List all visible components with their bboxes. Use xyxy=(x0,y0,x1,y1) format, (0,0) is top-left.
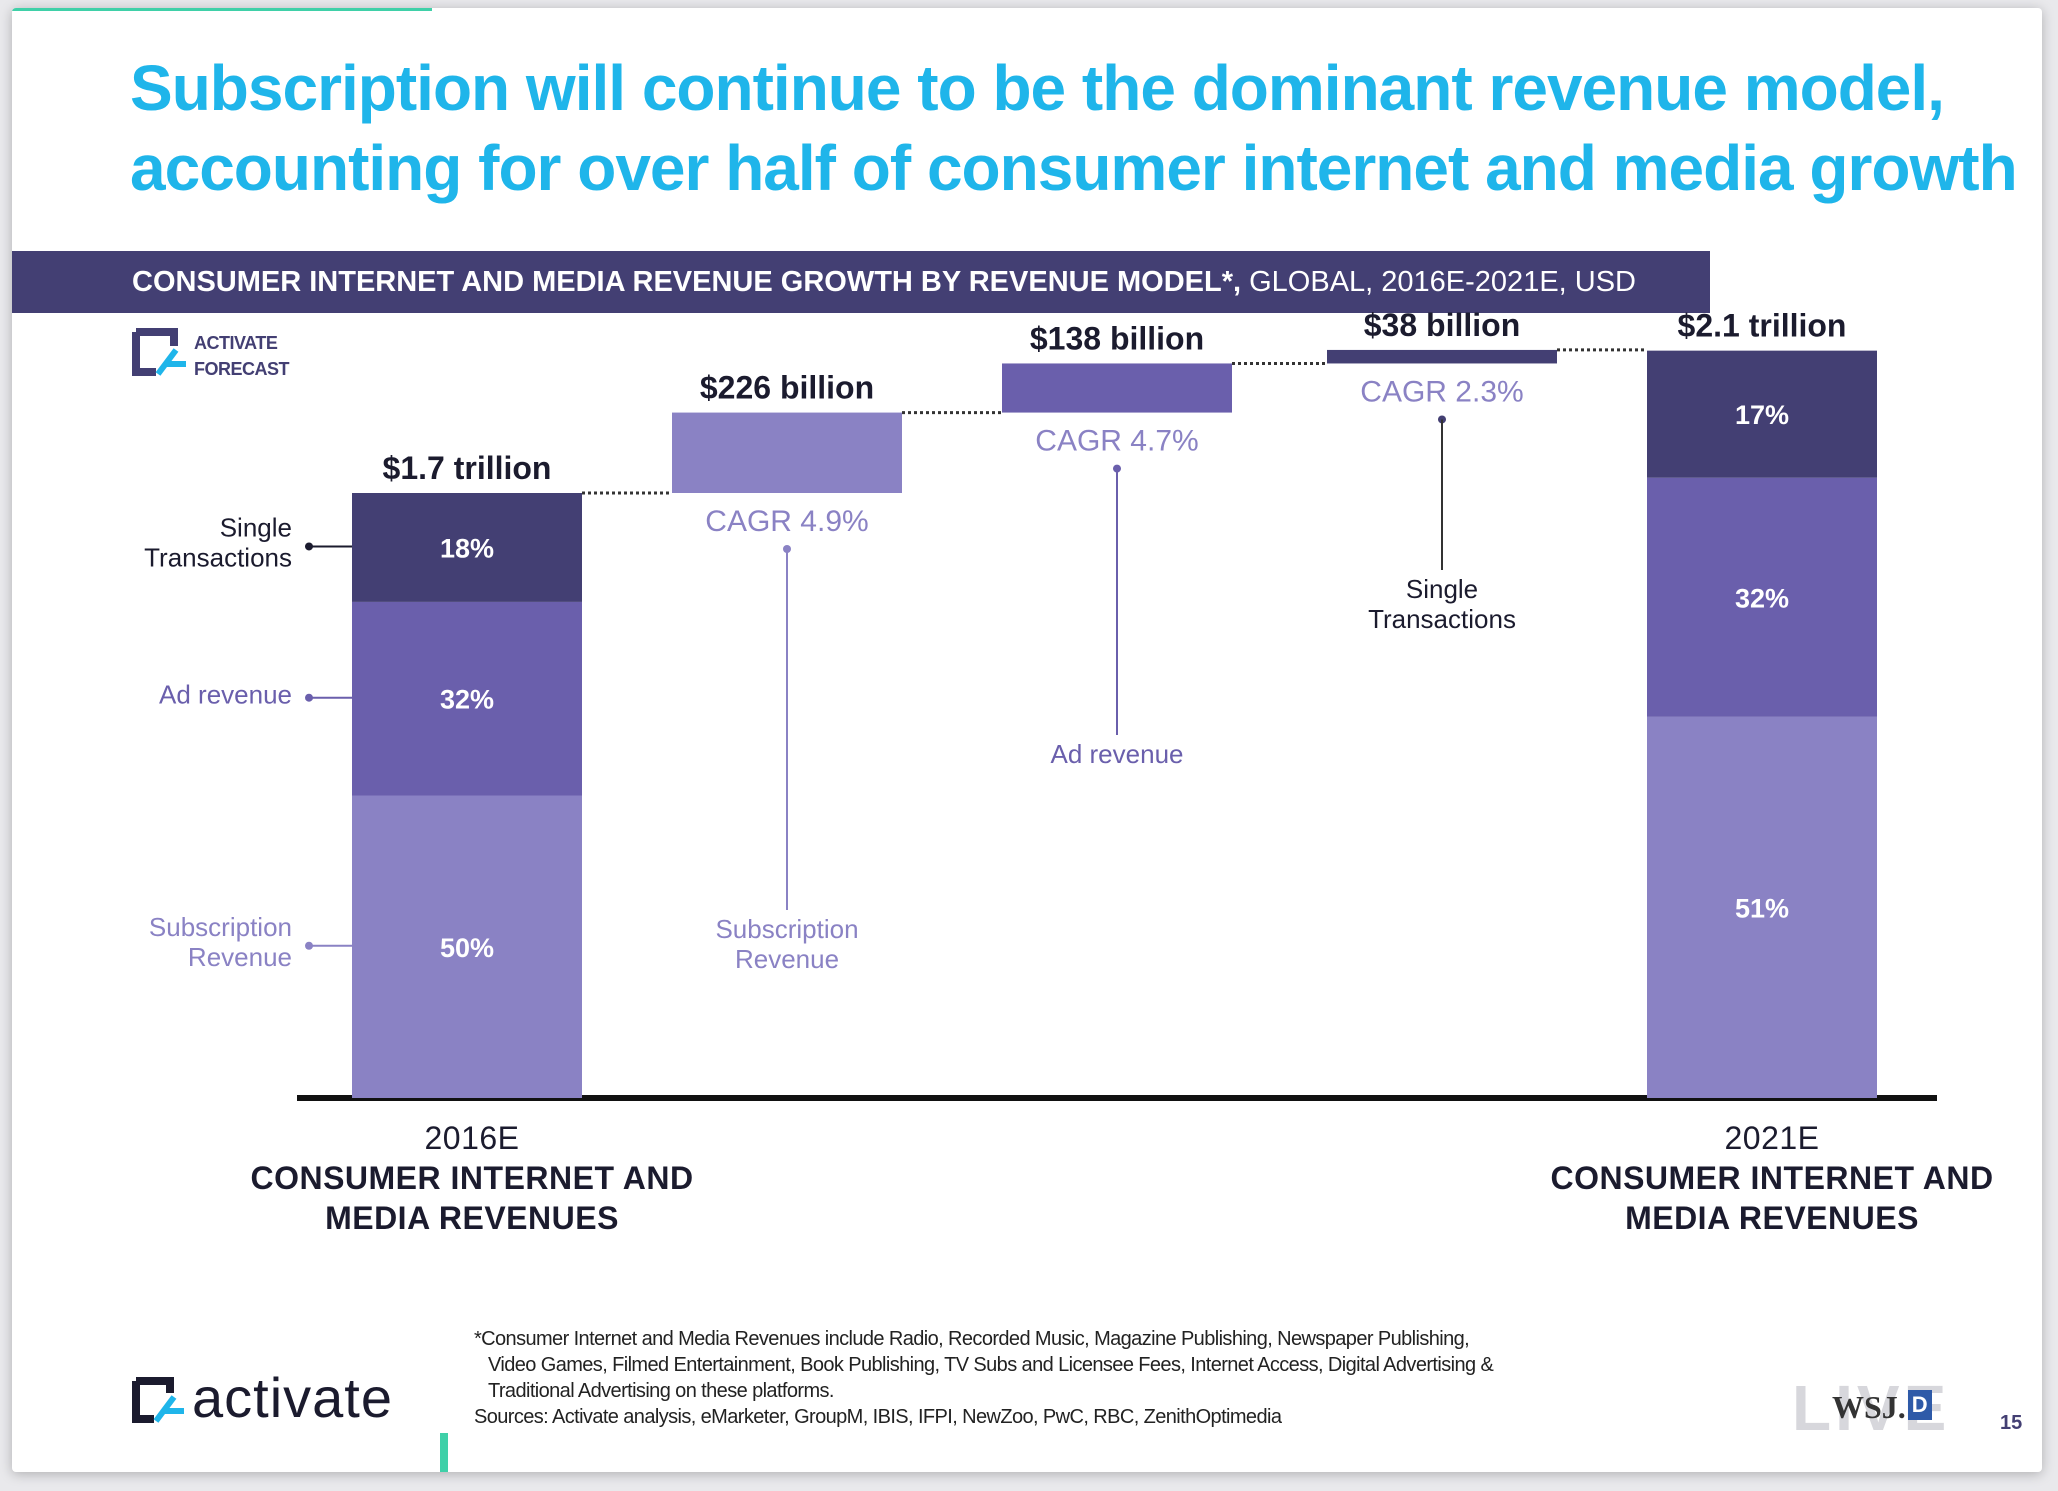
forecast-line-2: FORECAST xyxy=(194,359,290,379)
title-line-1: Subscription will continue to be the dom… xyxy=(130,52,1945,124)
page-number: 15 xyxy=(2000,1412,2023,1434)
footnote-sources: Sources: Activate analysis, eMarketer, G… xyxy=(474,1406,1282,1428)
increment-bar xyxy=(672,412,902,493)
accent-line xyxy=(12,8,432,11)
end-bar-segment xyxy=(1647,350,1877,478)
footnote-line-3: Traditional Advertising on these platfor… xyxy=(488,1380,834,1402)
increment-value-label: $38 billion xyxy=(1364,307,1520,343)
start-year: 2016E xyxy=(424,1120,520,1156)
title-line-2: accounting for over half of consumer int… xyxy=(130,132,2018,204)
end-segment-label: 32% xyxy=(1735,583,1789,613)
footnote-line-2: Video Games, Filmed Entertainment, Book … xyxy=(488,1354,1494,1376)
start-bar-segment xyxy=(352,601,582,796)
forecast-label: ACTIVATE FORECAST xyxy=(194,330,290,382)
increment-cagr: CAGR 4.9% xyxy=(705,505,868,538)
footnote-line-1: *Consumer Internet and Media Revenues in… xyxy=(474,1328,1470,1350)
start-bar-segment xyxy=(352,493,582,602)
banner-rest: GLOBAL, 2016E-2021E, USD xyxy=(1241,266,1637,298)
page-title: Subscription will continue to be the dom… xyxy=(130,48,2018,208)
end-segment-label: 17% xyxy=(1735,400,1789,430)
waterfall-chart: 50%32%18%$1.7 trillionSubscriptionRevenu… xyxy=(144,307,1937,1101)
start-segment-label: 32% xyxy=(440,685,494,715)
increment-category-label: Subscription xyxy=(715,914,858,944)
start-caption-line-1: CONSUMER INTERNET AND xyxy=(250,1160,694,1196)
end-total-label: $2.1 trillion xyxy=(1678,308,1847,344)
wsj-live-logo: LIVE WSJ. D xyxy=(1792,1376,1962,1440)
end-year: 2021E xyxy=(1724,1120,1820,1156)
increment-bar xyxy=(1327,349,1557,364)
chart-banner: CONSUMER INTERNET AND MEDIA REVENUE GROW… xyxy=(12,251,1710,313)
wsj-mark: WSJ. D xyxy=(1832,1390,1932,1424)
increment-category-label: Revenue xyxy=(735,944,839,974)
banner-bold: CONSUMER INTERNET AND MEDIA REVENUE GROW… xyxy=(132,266,1242,298)
increment-category-label: Single xyxy=(1406,574,1478,604)
end-bar-segment xyxy=(1647,477,1877,717)
increment-value-label: $226 billion xyxy=(700,370,874,406)
start-category-label: Revenue xyxy=(188,942,292,972)
end-caption: 2021E CONSUMER INTERNET AND MEDIA REVENU… xyxy=(1492,1118,2042,1238)
start-bar-segment xyxy=(352,795,582,1098)
end-bar-segment xyxy=(1647,716,1877,1098)
accent-tick xyxy=(440,1433,448,1472)
footnote: *Consumer Internet and Media Revenues in… xyxy=(474,1326,1774,1430)
brand-name: activate xyxy=(192,1366,393,1429)
start-category-label: Transactions xyxy=(144,542,292,572)
start-segment-label: 50% xyxy=(440,933,494,963)
increment-category-label: Ad revenue xyxy=(1051,739,1184,769)
start-category-label: Single xyxy=(220,512,292,542)
forecast-line-1: ACTIVATE xyxy=(194,333,278,353)
increment-value-label: $138 billion xyxy=(1030,320,1204,356)
activate-logo-icon xyxy=(132,1377,184,1423)
increment-category-label: Transactions xyxy=(1368,604,1516,634)
start-category-label: Ad revenue xyxy=(159,680,292,710)
increment-cagr: CAGR 2.3% xyxy=(1360,375,1523,408)
start-segment-label: 18% xyxy=(440,533,494,563)
wsj-small: WSJ. xyxy=(1832,1389,1906,1425)
end-segment-label: 51% xyxy=(1735,893,1789,923)
start-caption: 2016E CONSUMER INTERNET AND MEDIA REVENU… xyxy=(192,1118,752,1238)
increment-cagr: CAGR 4.7% xyxy=(1035,425,1198,458)
end-caption-line-1: CONSUMER INTERNET AND xyxy=(1550,1160,1994,1196)
start-caption-line-2: MEDIA REVENUES xyxy=(325,1200,619,1236)
start-category-label: Subscription xyxy=(149,912,292,942)
slide: Subscription will continue to be the dom… xyxy=(12,8,2042,1472)
increment-bar xyxy=(1002,363,1232,413)
start-total-label: $1.7 trillion xyxy=(383,450,552,486)
wsj-box: D xyxy=(1907,1390,1932,1420)
activate-forecast-icon xyxy=(132,328,186,376)
end-caption-line-2: MEDIA REVENUES xyxy=(1625,1200,1919,1236)
